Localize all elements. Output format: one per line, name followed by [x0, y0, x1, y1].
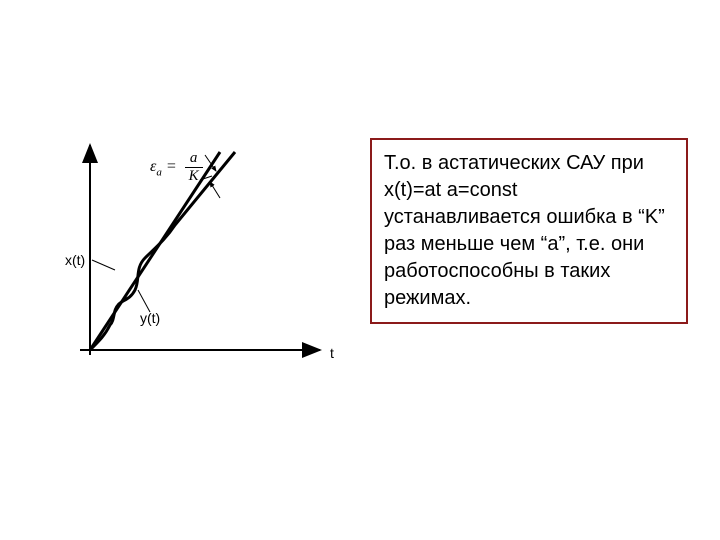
label-xt: x(t): [65, 252, 85, 268]
formula-subscript: a: [156, 166, 162, 178]
formula-eq: =: [166, 158, 177, 175]
yt-leader: [138, 290, 150, 312]
label-yt: y(t): [140, 310, 160, 326]
formula-numerator: a: [185, 150, 203, 168]
xt-leader: [92, 260, 115, 270]
formula: εa = a K: [150, 150, 203, 185]
label-t-axis: t: [330, 345, 334, 361]
explanation-text: Т.о. в астатических САУ при x(t)=at a=co…: [384, 152, 665, 309]
explanation-textbox: Т.о. в астатических САУ при x(t)=at a=co…: [370, 138, 688, 324]
formula-fraction: a K: [185, 150, 203, 185]
formula-denominator: K: [185, 168, 203, 185]
diagram-container: εa = a K x(t) y(t) t: [50, 140, 330, 390]
gap-arrow-bot: [210, 182, 220, 198]
